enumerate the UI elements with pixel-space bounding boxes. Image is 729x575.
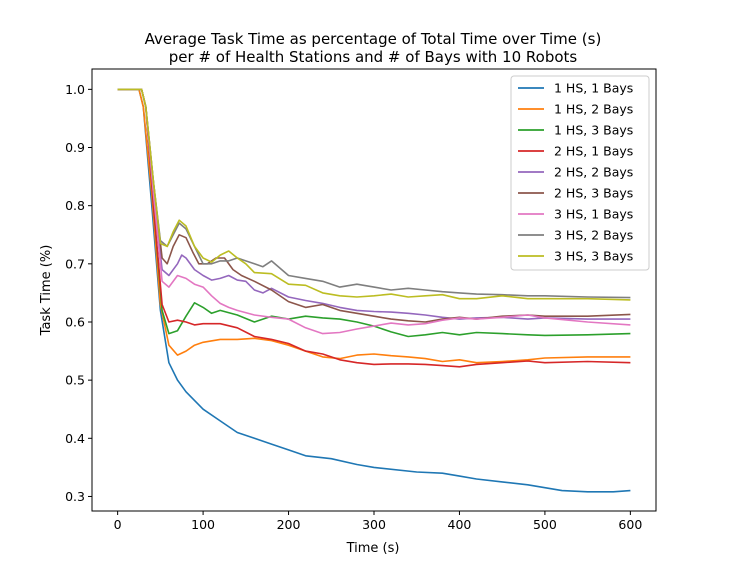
chart-title-line-1: Average Task Time as percentage of Total… bbox=[145, 30, 602, 48]
legend-label: 2 HS, 2 Bays bbox=[554, 165, 633, 180]
x-tick-label: 600 bbox=[618, 517, 642, 532]
series-line-8 bbox=[117, 88, 631, 299]
y-axis-ticks: 0.3 0.4 0.5 0.6 0.7 0.8 0.9 1.0 bbox=[65, 82, 92, 504]
series-line-1 bbox=[117, 88, 631, 493]
y-tick-label: 0.4 bbox=[65, 431, 85, 446]
legend-label: 1 HS, 2 Bays bbox=[554, 102, 633, 117]
chart-title-line-2: per # of Health Stations and # of Bays w… bbox=[169, 48, 578, 66]
y-tick-label: 0.7 bbox=[65, 256, 85, 271]
x-tick-label: 200 bbox=[277, 517, 301, 532]
legend-label: 3 HS, 3 Bays bbox=[554, 249, 633, 264]
series-line-7 bbox=[117, 88, 631, 335]
series-line-9 bbox=[117, 88, 631, 301]
x-tick-label: 400 bbox=[448, 517, 472, 532]
legend: 1 HS, 1 Bays 1 HS, 2 Bays 1 HS, 3 Bays 2 HS… bbox=[510, 75, 650, 271]
legend-label: 2 HS, 3 Bays bbox=[554, 186, 633, 201]
plot-area bbox=[117, 88, 631, 493]
x-axis-label: Time (s) bbox=[346, 541, 400, 556]
y-tick-label: 0.9 bbox=[65, 140, 85, 155]
legend-label: 3 HS, 1 Bays bbox=[554, 207, 633, 222]
y-tick-label: 0.3 bbox=[65, 489, 85, 504]
legend-box bbox=[510, 75, 650, 271]
x-tick-label: 100 bbox=[191, 517, 215, 532]
legend-label: 2 HS, 1 Bays bbox=[554, 144, 633, 159]
series-line-4 bbox=[117, 88, 631, 368]
y-tick-label: 0.5 bbox=[65, 373, 85, 388]
legend-label: 1 HS, 1 Bays bbox=[554, 81, 633, 96]
x-tick-label: 300 bbox=[362, 517, 386, 532]
x-tick-label: 500 bbox=[533, 517, 557, 532]
x-axis-ticks: 0 100 200 300 400 500 600 bbox=[114, 511, 642, 532]
legend-label: 1 HS, 3 Bays bbox=[554, 123, 633, 138]
series-line-3 bbox=[117, 88, 631, 338]
y-axis-label: Task Time (%) bbox=[39, 245, 54, 337]
y-tick-label: 0.6 bbox=[65, 314, 85, 329]
legend-label: 3 HS, 2 Bays bbox=[554, 228, 633, 243]
y-tick-label: 0.8 bbox=[65, 198, 85, 213]
y-tick-label: 1.0 bbox=[65, 82, 85, 97]
x-tick-label: 0 bbox=[114, 517, 122, 532]
